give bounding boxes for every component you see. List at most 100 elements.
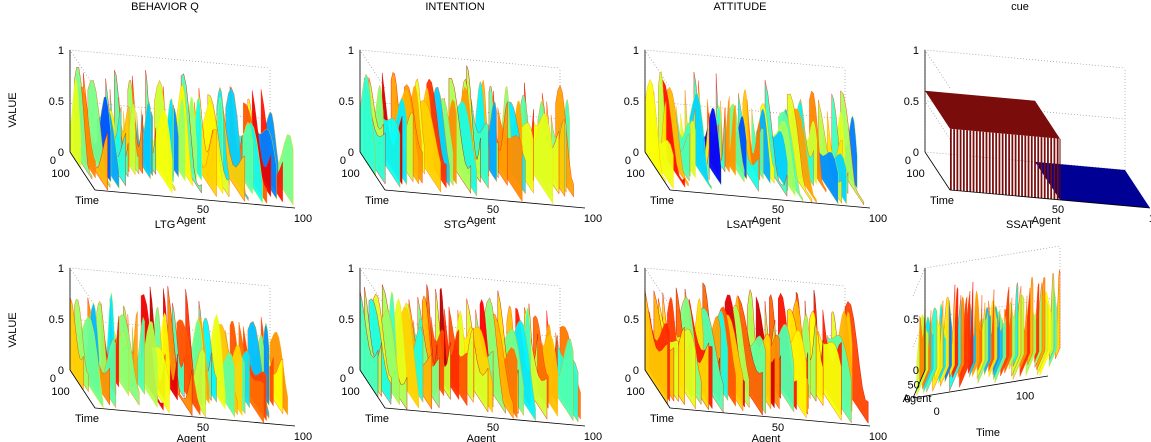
- surface-strip: [818, 331, 842, 422]
- time-tick-label: 100: [341, 386, 359, 398]
- agent-tick-label: 100: [869, 431, 887, 442]
- agent-tick-label: 100: [584, 213, 602, 225]
- agent-tick-label: 50: [197, 204, 209, 216]
- agent-axis-label: Agent: [467, 433, 496, 442]
- agent-tick-label: 50: [772, 204, 784, 216]
- time-axis-label: Time: [365, 195, 389, 207]
- cue-wall-stripe: [1056, 138, 1059, 200]
- surface: [359, 284, 581, 423]
- axes: [924, 50, 1151, 209]
- z-tick-label: 1: [633, 263, 639, 275]
- time-tick-label: 100: [341, 168, 359, 180]
- time-axis-label: Time: [650, 413, 674, 425]
- cue-wall-stripe: [1021, 135, 1023, 197]
- agent-tick-label: 50: [487, 422, 499, 434]
- surface-strip: [528, 112, 554, 205]
- time-tick-label: 100: [1016, 391, 1034, 403]
- panel-title: LSAT: [727, 219, 754, 231]
- cue-wall-stripe: [953, 129, 956, 191]
- axes: [359, 268, 586, 427]
- agent-tick-label: 100: [294, 213, 312, 225]
- time-tick-label: 0: [934, 406, 940, 418]
- agent-axis-label: Agent: [752, 215, 781, 227]
- panel-title: BEHAVIOR Q: [131, 1, 199, 13]
- z-tick-label: 1: [913, 263, 919, 275]
- agent-axis-label: Agent: [467, 215, 496, 227]
- cue-wall-stripe: [1047, 137, 1049, 199]
- z-tick-label: 0: [348, 147, 354, 159]
- agent-axis-label: Agent: [752, 433, 781, 442]
- cue-wall-stripe: [975, 131, 978, 193]
- row1-value-label: VALUE: [7, 92, 19, 127]
- z-tick-label: 0.5: [339, 96, 354, 108]
- cue-wall-stripe: [962, 129, 965, 192]
- cue-wall-stripe: [1040, 136, 1043, 199]
- time-axis-label: Time: [930, 195, 954, 207]
- agent-tick-label: 0: [905, 394, 911, 406]
- panel-title: cue: [1011, 1, 1029, 13]
- time-tick-label: 0: [625, 373, 631, 385]
- time-tick-label: 0: [340, 373, 346, 385]
- time-axis-label: Time: [75, 413, 99, 425]
- cue-wall-stripe: [1050, 137, 1053, 200]
- cue-wall-stripe: [1008, 134, 1011, 196]
- z-tick-label: 0: [913, 365, 919, 377]
- axes: [359, 50, 586, 209]
- agent-axis-label: Agent: [177, 215, 206, 227]
- z-tick-label: 0.5: [339, 314, 354, 326]
- cue-wall-stripe: [1024, 135, 1027, 197]
- cue-wall-stripe: [969, 130, 972, 192]
- agent-tick-label: 100: [1149, 213, 1151, 225]
- panel-title: STG: [444, 219, 467, 231]
- z-tick-label: 1: [348, 45, 354, 57]
- cue-wall-stripe: [1011, 134, 1014, 196]
- time-tick-label: 0: [340, 155, 346, 167]
- cue-wall-stripe: [1043, 137, 1046, 199]
- agent-axis-label: Agent: [177, 433, 206, 442]
- time-axis-label: Time: [365, 413, 389, 425]
- cue-wall-stripe: [1034, 136, 1036, 198]
- z-tick-label: 0.5: [904, 96, 919, 108]
- surface: [69, 66, 294, 206]
- panel-title: ATTITUDE: [714, 1, 767, 13]
- cue-wall-stripe: [956, 129, 959, 191]
- z-tick-label: 0.5: [624, 96, 639, 108]
- row2-value-label: VALUE: [7, 312, 19, 347]
- agent-tick-label: 50: [197, 422, 209, 434]
- surface: [644, 282, 869, 424]
- time-axis-label: Time: [75, 195, 99, 207]
- z-tick-label: 0.5: [49, 96, 64, 108]
- agent-axis-label: Agent: [1032, 215, 1061, 227]
- time-tick-label: 0: [905, 155, 911, 167]
- time-axis-label: Time: [976, 427, 1000, 439]
- z-tick-label: 0: [913, 147, 919, 159]
- z-tick-label: 1: [58, 263, 64, 275]
- surface: [359, 65, 574, 205]
- z-tick-label: 0: [348, 365, 354, 377]
- agent-tick-label: 100: [584, 431, 602, 442]
- cue-wall-stripe: [1027, 135, 1030, 198]
- cue-wall-stripe: [1053, 138, 1056, 200]
- axes: [69, 50, 296, 209]
- cue-wall-stripe: [972, 130, 975, 193]
- cue-wall-stripe: [982, 131, 985, 194]
- agent-tick-label: 50: [1052, 204, 1064, 216]
- axes: [644, 268, 871, 427]
- subplot-ssat: SSAT 0 0.5 1 0 100 0 50 Time Agent: [903, 219, 1061, 439]
- surface: [925, 90, 1150, 208]
- cue-wall-stripe: [1037, 136, 1040, 199]
- time-tick-label: 0: [50, 155, 56, 167]
- cue-wall-stripe: [1001, 133, 1004, 195]
- z-tick-label: 1: [58, 45, 64, 57]
- surface: [644, 71, 865, 206]
- cue-wall-stripe: [988, 132, 991, 194]
- cue-wall-stripe: [966, 130, 968, 192]
- cue-wall-stripe: [950, 128, 952, 191]
